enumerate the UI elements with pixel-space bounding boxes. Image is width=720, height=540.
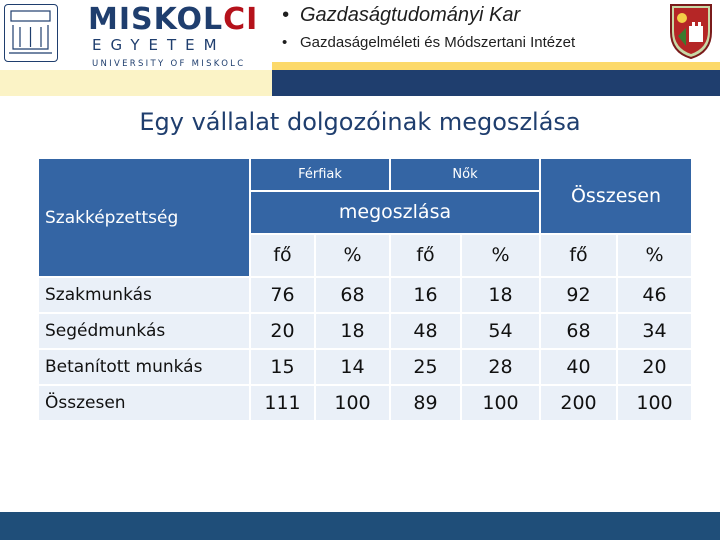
table-header-women: Nők <box>391 159 539 190</box>
unit-header: % <box>618 234 691 276</box>
faculty-name: • Gazdaságtudományi Kar <box>282 4 521 26</box>
table-cell: 92 <box>541 278 616 312</box>
table-cell: 40 <box>541 350 616 384</box>
table-cell: 20 <box>618 350 691 384</box>
table-cell: 100 <box>462 386 539 420</box>
unit-header: fő <box>391 234 460 276</box>
page-title: Egy vállalat dolgozóinak megoszlása <box>139 108 581 136</box>
logo-tagline: UNIVERSITY OF MISKOLC <box>92 59 246 69</box>
table-cell: 68 <box>541 314 616 348</box>
table-cell: 15 <box>251 350 314 384</box>
unit-header: fő <box>541 234 616 276</box>
table-cell: 20 <box>251 314 314 348</box>
table-row: Szakmunkás 76 68 16 18 92 46 <box>39 278 691 312</box>
table-cell: 34 <box>618 314 691 348</box>
unit-header: % <box>316 234 389 276</box>
table-cell: 14 <box>316 350 389 384</box>
table-cell: 18 <box>316 314 389 348</box>
institute-name: • Gazdaságelméleti és Módszertani Intézet <box>282 34 576 51</box>
row-label: Szakmunkás <box>39 278 249 312</box>
row-label: Összesen <box>39 386 249 420</box>
table-cell: 89 <box>391 386 460 420</box>
row-label: Betanított munkás <box>39 350 249 384</box>
table-row: Betanított munkás 15 14 25 28 40 20 <box>39 350 691 384</box>
table-cell: 200 <box>541 386 616 420</box>
university-seal-icon <box>4 4 58 62</box>
table-row: Segédmunkás 20 18 48 54 68 34 <box>39 314 691 348</box>
logo-underlay <box>0 70 272 96</box>
table-cell: 48 <box>391 314 460 348</box>
coat-of-arms-icon <box>668 2 714 60</box>
table-header-men: Férfiak <box>251 159 389 190</box>
table-cell: 28 <box>462 350 539 384</box>
unit-header: % <box>462 234 539 276</box>
table-header-qualification: Szakképzettség <box>39 159 249 276</box>
table-cell: 16 <box>391 278 460 312</box>
table-header-distribution: megoszlása <box>251 191 539 233</box>
unit-header: fő <box>251 234 314 276</box>
table-cell: 54 <box>462 314 539 348</box>
table-cell: 18 <box>462 278 539 312</box>
distribution-table: Szakképzettség Férfiak Nők Összesen mego… <box>37 157 693 422</box>
row-label: Segédmunkás <box>39 314 249 348</box>
table-cell: 100 <box>618 386 691 420</box>
logo-wordmark: MISKOLCI <box>88 2 259 37</box>
table-cell: 68 <box>316 278 389 312</box>
header-accent-bar <box>272 62 720 70</box>
table-cell: 46 <box>618 278 691 312</box>
footer-bar <box>0 512 720 540</box>
table-cell: 76 <box>251 278 314 312</box>
table-cell: 25 <box>391 350 460 384</box>
logo-subtitle: EGYETEM <box>92 36 226 54</box>
table-cell: 111 <box>251 386 314 420</box>
university-logo: MISKOLCI EGYETEM UNIVERSITY OF MISKOLC <box>0 0 272 70</box>
table-header-total: Összesen <box>541 159 691 233</box>
header-bar <box>272 70 720 96</box>
table-row-total: Összesen 111 100 89 100 200 100 <box>39 386 691 420</box>
table-cell: 100 <box>316 386 389 420</box>
